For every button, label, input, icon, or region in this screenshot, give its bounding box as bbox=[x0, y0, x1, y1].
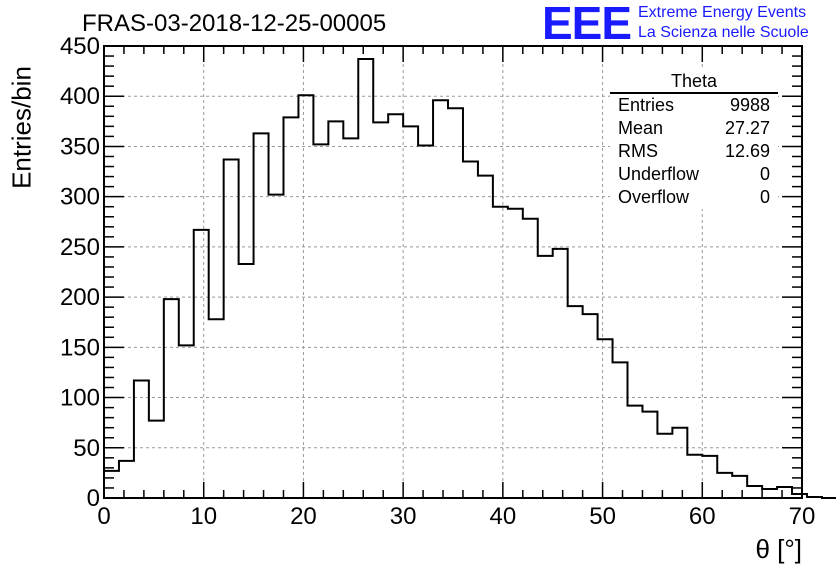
eee-logo-text: Extreme Energy Events La Scienza nelle S… bbox=[638, 3, 809, 43]
stats-row: Mean 27.27 bbox=[610, 117, 778, 140]
grid-lines bbox=[104, 46, 802, 498]
x-tick-label: 0 bbox=[97, 503, 110, 530]
logo-line-1: Extreme Energy Events bbox=[638, 4, 807, 21]
x-tick-label: 70 bbox=[789, 503, 816, 530]
y-tick-labels: 0 50 100 150 200 250 300 350 400 450 bbox=[60, 33, 100, 512]
plot-frame bbox=[103, 45, 803, 499]
stats-value: 12.69 bbox=[724, 141, 770, 161]
x-axis-label: θ [°] bbox=[755, 534, 802, 564]
y-tick-label: 400 bbox=[60, 83, 100, 110]
logo-line-2: La Scienza nelle Scuole bbox=[638, 24, 809, 41]
x-tick-label: 20 bbox=[290, 503, 317, 530]
y-axis-label: Entries/bin bbox=[6, 66, 37, 189]
y-tick-label: 50 bbox=[73, 435, 100, 462]
stats-label: RMS bbox=[618, 141, 658, 161]
y-tick-label: 300 bbox=[60, 184, 100, 211]
y-tick-label: 150 bbox=[60, 334, 100, 361]
stats-box: Theta Entries 9988 Mean 27.27 RMS 12.69 … bbox=[610, 70, 778, 209]
stats-row: Overflow 0 bbox=[610, 186, 778, 209]
stats-row: Entries 9988 bbox=[610, 94, 778, 117]
x-tick-labels: 0 10 20 30 40 50 60 70 bbox=[97, 503, 815, 530]
chart-title: FRAS-03-2018-12-25-00005 bbox=[82, 10, 387, 37]
stats-label: Mean bbox=[618, 118, 664, 138]
stats-row: Underflow 0 bbox=[610, 163, 778, 186]
y-tick-label: 450 bbox=[60, 33, 100, 60]
stats-title: Theta bbox=[610, 70, 778, 94]
x-tick-label: 60 bbox=[689, 503, 716, 530]
x-tick-label: 30 bbox=[390, 503, 417, 530]
stats-value: 27.27 bbox=[724, 118, 770, 138]
stats-value: 9988 bbox=[729, 95, 770, 115]
axis-ticks bbox=[103, 45, 803, 499]
y-tick-label: 350 bbox=[60, 133, 100, 160]
eee-logo: EEE bbox=[542, 0, 632, 49]
y-tick-label: 0 bbox=[87, 485, 100, 512]
stats-value: 0 bbox=[759, 187, 770, 207]
y-tick-label: 100 bbox=[60, 385, 100, 412]
x-tick-label: 40 bbox=[490, 503, 517, 530]
stats-label: Overflow bbox=[618, 187, 690, 207]
histogram-line bbox=[103, 58, 836, 499]
y-tick-label: 200 bbox=[60, 284, 100, 311]
y-tick-label: 250 bbox=[60, 234, 100, 261]
x-tick-label: 10 bbox=[190, 503, 217, 530]
stats-label: Entries bbox=[618, 95, 675, 115]
stats-label: Underflow bbox=[618, 164, 700, 184]
stats-row: RMS 12.69 bbox=[610, 140, 778, 163]
stats-value: 0 bbox=[759, 164, 770, 184]
x-tick-label: 50 bbox=[589, 503, 616, 530]
